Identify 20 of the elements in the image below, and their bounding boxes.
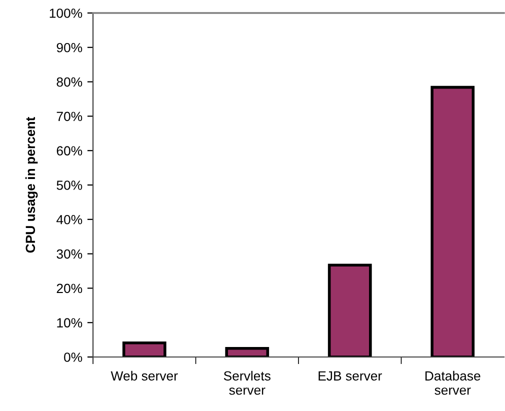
y-tick-label: 40% xyxy=(56,214,82,224)
x-tick-label: Servlets server xyxy=(224,370,270,395)
x-tick-label: Database server xyxy=(425,370,480,395)
x-tick-label: EJB server xyxy=(318,371,382,381)
y-tick-label: 90% xyxy=(56,42,82,52)
y-tick-label: 60% xyxy=(56,146,82,156)
y-tick-label: 50% xyxy=(56,180,82,190)
y-axis-title: CPU usage in percent xyxy=(25,116,38,253)
y-tick-label: 0% xyxy=(64,352,82,362)
y-tick-label: 100% xyxy=(50,8,82,18)
y-tick-label: 20% xyxy=(56,284,82,294)
x-tick-label: Web server xyxy=(110,370,178,381)
bar xyxy=(328,264,372,357)
y-tick-label: 80% xyxy=(56,77,82,87)
y-tick-label: 70% xyxy=(56,112,82,122)
bar xyxy=(225,347,270,357)
y-tick-label: 10% xyxy=(57,318,82,328)
bar xyxy=(430,86,475,357)
bar xyxy=(122,342,166,357)
y-tick-label: 30% xyxy=(56,249,82,259)
